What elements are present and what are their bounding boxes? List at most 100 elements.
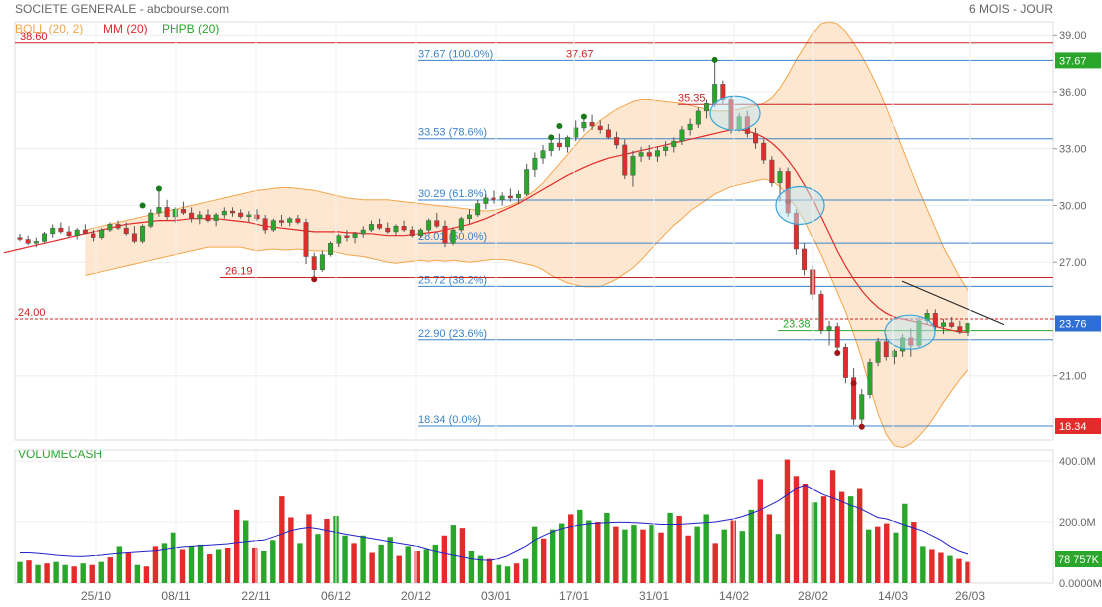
volume-bar [486, 558, 493, 583]
level-label: 37.67 [566, 48, 594, 60]
volume-bar [739, 531, 745, 583]
candlesticks [17, 56, 971, 430]
candle-body [687, 123, 693, 131]
level-label: 26.19 [225, 266, 253, 278]
candle [33, 237, 39, 248]
candle [875, 337, 881, 367]
volume-axis: 400.0M 200.0M 0.0000M 78 757K [1055, 456, 1102, 590]
volume-bar [893, 532, 899, 583]
candle-body [597, 125, 603, 131]
volume-bar [170, 532, 177, 583]
volume-bar [685, 535, 691, 583]
candle-body [458, 218, 464, 231]
candle-body [834, 326, 840, 348]
phpb-high-dot [580, 113, 587, 120]
volume-bar [911, 522, 917, 583]
volume-bar [504, 566, 511, 583]
candle [524, 163, 530, 197]
candle-body [140, 226, 146, 242]
candle-body [883, 341, 889, 358]
fib-label: 22.90 (23.6%) [418, 328, 487, 340]
candle-body [891, 350, 897, 358]
candle [368, 220, 374, 232]
volume-bar [44, 563, 50, 583]
level-label: 35.35 [678, 92, 706, 104]
candle-body [172, 208, 178, 218]
legend-phpb[interactable]: PHPB (20) [162, 22, 219, 36]
candle-body [859, 394, 865, 420]
candle [246, 211, 252, 223]
candle-body [385, 227, 391, 233]
volume-bar [477, 555, 484, 583]
volume-bar [80, 563, 86, 583]
candle [589, 114, 595, 130]
volume-bar [631, 525, 637, 583]
fib-label: 25.72 (38.2%) [418, 274, 487, 286]
candle [172, 207, 178, 223]
candle [197, 211, 203, 225]
volume-bar [730, 520, 736, 583]
candle [254, 209, 260, 221]
volume-bar [423, 549, 429, 583]
candle [475, 199, 481, 217]
candle-body [556, 142, 562, 148]
candle-body [516, 193, 522, 199]
volume-bar [604, 512, 610, 583]
volume-bar [342, 535, 348, 583]
volume-bar [26, 560, 32, 583]
volume-bar [441, 535, 448, 583]
volume-bar [667, 512, 673, 583]
candle-body [123, 227, 129, 235]
candle-body [229, 210, 235, 214]
volume-bar [658, 532, 664, 583]
volume-bar [938, 552, 944, 583]
candle-body [352, 233, 358, 238]
candle-body [180, 208, 186, 214]
candle-body [238, 212, 244, 218]
candle-body [802, 248, 808, 271]
candle [761, 139, 767, 164]
candle-body [221, 210, 227, 216]
candle [483, 194, 489, 210]
date-tick-label: 31/01 [639, 589, 669, 603]
volume-bar [243, 520, 249, 583]
candle-body [957, 326, 963, 333]
bollinger-fill [85, 22, 968, 448]
candle [99, 228, 105, 240]
volume-bar [62, 564, 68, 583]
candle-body [671, 140, 677, 148]
candle [295, 214, 301, 225]
candle-body [368, 224, 374, 231]
volume-bar [820, 496, 827, 583]
candle [663, 141, 669, 157]
candle-body [875, 341, 881, 363]
candle-body [115, 224, 121, 229]
volume-bar [793, 476, 800, 583]
candle-body [99, 229, 105, 238]
legend-boll[interactable]: BOLL (20, 2) [15, 22, 83, 36]
candle [957, 320, 963, 335]
candle-body [328, 243, 334, 255]
bollinger-lower [85, 178, 969, 449]
volume-bar [369, 552, 375, 583]
date-tick-label: 28/02 [798, 589, 828, 603]
volume-bar [468, 551, 475, 583]
candle-body [565, 137, 571, 148]
candle-body [622, 144, 628, 176]
volume-bar [902, 503, 908, 583]
volume-bar [577, 509, 583, 583]
price-badge-label: 18.34 [1059, 421, 1087, 433]
volume-bar [559, 523, 565, 583]
volume-bar [459, 528, 466, 583]
volume-bar [179, 549, 186, 583]
candle-body [442, 226, 448, 244]
candle [769, 156, 775, 187]
candle-body [679, 129, 685, 142]
candle [802, 243, 808, 276]
price-levels: 38.60 37.67 35.35 26.19 24.00 23.38 [15, 31, 1053, 332]
volume-bar [233, 509, 240, 583]
price-tick-label: 39.00 [1059, 30, 1087, 42]
legend-mm[interactable]: MM (20) [103, 22, 148, 36]
candle-body [540, 150, 546, 159]
